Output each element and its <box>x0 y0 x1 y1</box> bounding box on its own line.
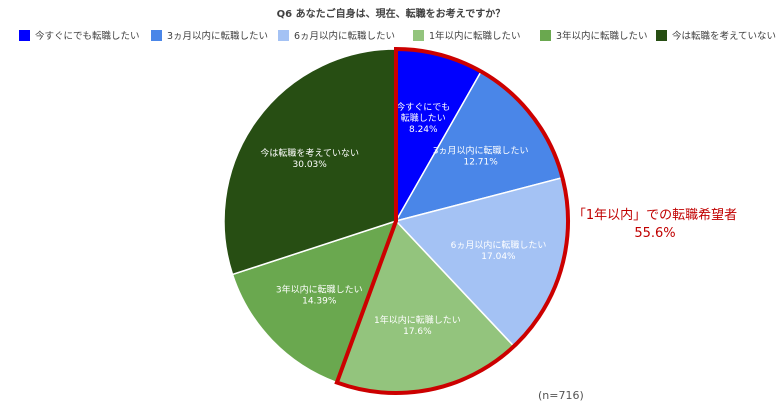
pie-slices <box>223 48 569 394</box>
slice-value-5: 30.03% <box>293 160 328 170</box>
callout-value: 55.6% <box>634 226 675 241</box>
legend-label-2: 6ヵ月以内に転職したい <box>294 30 395 42</box>
slice-label-0-1: 転職したい <box>401 113 446 124</box>
legend-label-0: 今すぐにでも転職したい <box>35 30 140 42</box>
legend-label-3: 1年以内に転職したい <box>429 30 521 42</box>
slice-label-1-0: 3ヵ月以内に転職したい <box>433 145 529 157</box>
slice-value-0: 8.24% <box>409 125 438 135</box>
slice-value-4: 14.39% <box>302 297 337 307</box>
legend-swatch-2 <box>278 30 289 41</box>
slice-value-2: 17.04% <box>481 252 516 262</box>
slice-label-2-0: 6ヵ月以内に転職したい <box>451 239 547 251</box>
callout-label: 「1年以内」での転職希望者 <box>573 207 737 223</box>
legend-label-1: 3ヵ月以内に転職したい <box>167 30 268 42</box>
legend-swatch-0 <box>19 30 30 41</box>
highlight-outline <box>334 46 570 395</box>
slice-label-5-0: 今は転職を考えていない <box>260 147 359 159</box>
sample-size-note: (n=716) <box>538 389 584 402</box>
legend-swatch-1 <box>151 30 162 41</box>
slice-value-3: 17.6% <box>403 327 432 337</box>
chart-legend: 今すぐにでも転職したい 3ヵ月以内に転職したい 6ヵ月以内に転職したい 1年以内に転職… <box>19 30 776 42</box>
slice-value-1: 12.71% <box>463 158 498 168</box>
legend-label-5: 今は転職を考えていない <box>672 30 776 42</box>
legend-swatch-4 <box>540 30 551 41</box>
legend-swatch-5 <box>656 30 667 41</box>
legend-label-4: 3年以内に転職したい <box>556 30 648 42</box>
chart-title: Q6 あなたご自身は、現在、転職をお考えですか？ <box>277 7 506 20</box>
slice-label-4-0: 3年以内に転職したい <box>276 284 363 296</box>
slice-label-3-0: 1年以内に転職したい <box>374 314 461 326</box>
pie-slice-5 <box>223 48 397 276</box>
legend-swatch-3 <box>413 30 424 41</box>
slice-label-0-0: 今すぐにでも <box>396 101 450 113</box>
